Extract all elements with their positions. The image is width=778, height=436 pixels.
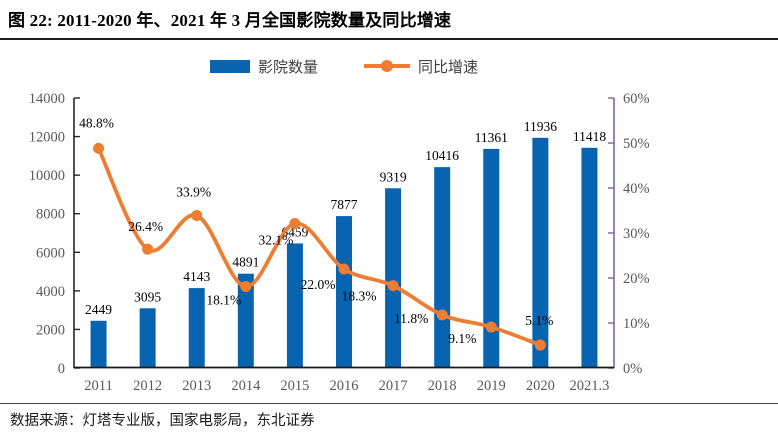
growth-marker-2013: [191, 209, 203, 221]
bar-2021.3: [581, 147, 598, 368]
legend-label-cinema-count: 影院数量: [257, 59, 318, 76]
bar-2019: [483, 148, 500, 368]
x-axis-label-2020: 2020: [526, 378, 555, 394]
left-axis-tick-label: 4000: [36, 284, 65, 300]
x-axis-label-2018: 2018: [428, 378, 457, 394]
bar-2016: [336, 216, 352, 368]
legend-item-yoy-growth: 同比增速: [364, 56, 478, 77]
growth-marker-2018: [436, 309, 448, 321]
bar-value-label-2017: 9319: [380, 169, 407, 184]
growth-value-label-2011: 48.8%: [79, 115, 114, 130]
line-swatch-marker-icon: [381, 60, 393, 72]
bar-value-label-2011: 2449: [85, 302, 112, 317]
growth-value-label-2015: 32.1%: [258, 233, 293, 248]
legend-item-cinema-count: 影院数量: [209, 56, 318, 77]
bar-2017: [385, 188, 402, 368]
x-axis-label-2017: 2017: [379, 378, 408, 394]
footer-divider: [0, 403, 778, 404]
x-axis-label-2012: 2012: [133, 378, 162, 394]
bar-2020: [532, 137, 549, 368]
x-axis-label-2016: 2016: [330, 378, 359, 394]
growth-value-label-2013: 33.9%: [176, 184, 211, 199]
right-axis-tick-label: 30%: [623, 226, 650, 242]
bar-2012: [139, 308, 156, 368]
bar-2015: [286, 243, 303, 368]
growth-marker-2020: [534, 339, 546, 351]
growth-value-label-2019: 9.1%: [448, 331, 476, 346]
right-axis-tick-label: 10%: [623, 316, 650, 332]
growth-marker-2016: [338, 263, 350, 275]
growth-value-label-2020: 5.1%: [525, 313, 553, 328]
chart-legend: 影院数量 同比增速: [74, 55, 614, 77]
line-series-swatch: [364, 60, 410, 72]
left-axis-tick-label: 14000: [29, 91, 65, 107]
x-axis-label-2015: 2015: [280, 378, 309, 394]
x-axis-label-2021.3: 2021.3: [570, 378, 610, 394]
bar-value-label-2018: 10416: [425, 148, 459, 163]
growth-marker-2012: [142, 243, 154, 255]
data-source: 数据来源：灯塔专业版，国家电影局，东北证券: [10, 413, 315, 429]
bar-series-swatch: [209, 59, 250, 73]
right-axis-tick-label: 20%: [623, 271, 650, 287]
x-axis-label-2013: 2013: [182, 378, 211, 394]
growth-value-label-2014: 18.1%: [206, 293, 241, 308]
growth-value-label-2012: 26.4%: [128, 219, 163, 234]
x-axis-label-2019: 2019: [477, 378, 506, 394]
left-axis-tick-label: 10000: [29, 168, 65, 184]
growth-marker-2011: [93, 142, 105, 154]
left-axis-tick-label: 12000: [29, 130, 65, 146]
x-axis-label-2011: 2011: [84, 378, 112, 394]
yoy-growth-line: [96, 146, 543, 347]
title-divider: [0, 38, 778, 40]
bar-value-label-2014: 4891: [232, 255, 259, 270]
bar-value-label-2016: 7877: [331, 197, 358, 212]
right-axis-tick-label: 40%: [623, 181, 650, 197]
legend-label-yoy-growth: 同比增速: [418, 59, 479, 76]
left-axis-tick-label: 8000: [36, 207, 65, 223]
bar-value-label-2021.3: 11418: [573, 129, 606, 144]
growth-value-label-2018: 11.8%: [394, 311, 428, 326]
bar-2013: [188, 288, 205, 368]
left-axis-tick-label: 6000: [36, 245, 65, 261]
growth-marker-2019: [485, 321, 497, 333]
growth-marker-2017: [387, 280, 399, 292]
right-axis-tick-label: 50%: [623, 136, 650, 152]
bar-value-label-2013: 4143: [183, 269, 210, 284]
bar-value-label-2012: 3095: [134, 289, 161, 304]
bar-2014: [237, 273, 254, 368]
bar-value-label-2020: 11936: [524, 119, 557, 134]
bar-value-label-2019: 11361: [475, 130, 508, 145]
x-axis-label-2014: 2014: [231, 378, 261, 394]
right-axis-tick-label: 60%: [623, 91, 650, 107]
growth-value-label-2017: 18.3%: [342, 289, 377, 304]
growth-value-label-2016: 22.0%: [301, 277, 336, 292]
figure-title: 图 22: 2011-2020 年、2021 年 3 月全国影院数量及同比增速: [8, 11, 452, 30]
growth-marker-2014: [240, 281, 252, 293]
left-axis-tick-label: 0: [58, 361, 65, 377]
bar-2011: [90, 320, 107, 368]
left-axis-tick-label: 2000: [36, 322, 65, 338]
growth-marker-2015: [289, 218, 301, 230]
right-axis-tick-label: 0%: [623, 361, 642, 377]
